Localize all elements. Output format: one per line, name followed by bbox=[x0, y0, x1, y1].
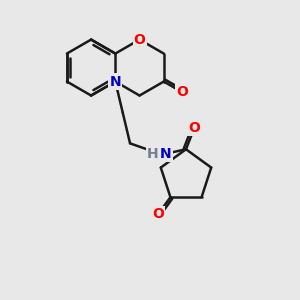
Text: O: O bbox=[188, 121, 200, 135]
Text: N: N bbox=[110, 74, 121, 88]
Text: H: H bbox=[147, 147, 159, 161]
Text: O: O bbox=[176, 85, 188, 99]
Text: O: O bbox=[134, 33, 146, 46]
Text: N: N bbox=[160, 147, 172, 161]
Text: O: O bbox=[152, 207, 164, 221]
